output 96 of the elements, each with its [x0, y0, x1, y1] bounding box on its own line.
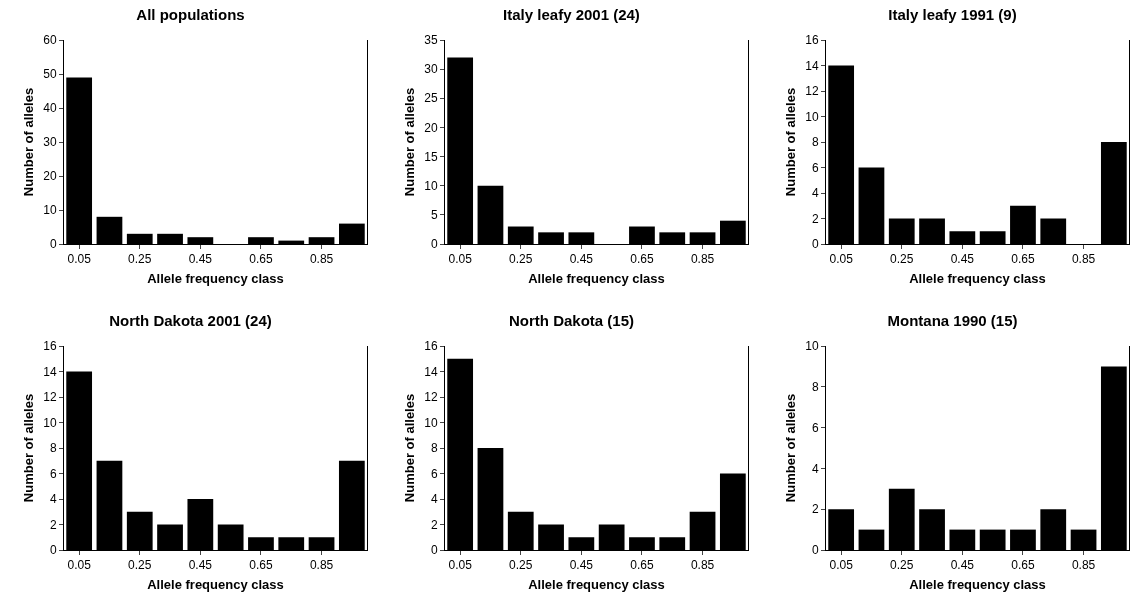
y-tick-label: 6: [811, 420, 819, 435]
x-tick-label: 0.45: [950, 252, 975, 267]
x-axis-title: Allele frequency class: [528, 577, 665, 592]
x-tick-label: 0.85: [690, 558, 715, 573]
y-tick-label: 0: [430, 237, 438, 252]
x-tick-label: 0.25: [509, 252, 533, 267]
x-axis-title: Allele frequency class: [909, 271, 1046, 286]
chart-title: North Dakota 2001 (24): [109, 311, 272, 329]
x-tick-label: 0.65: [1011, 252, 1035, 267]
y-tick-label: 4: [811, 461, 819, 476]
y-tick-label: 2: [811, 211, 819, 226]
y-tick-label: 35: [424, 33, 438, 48]
x-tick-label: 0.25: [128, 252, 152, 267]
y-tick-label: 2: [430, 517, 438, 532]
x-tick-label: 0.45: [188, 558, 213, 573]
y-tick-label: 12: [424, 390, 438, 405]
y-tick-label: 10: [424, 178, 438, 193]
y-tick-label: 0: [49, 237, 57, 252]
x-tick-label: 0.85: [690, 252, 715, 267]
y-tick-label: 15: [424, 149, 438, 164]
y-axis-title: Number of alleles: [783, 393, 799, 503]
y-tick-label: 14: [805, 58, 819, 73]
y-tick-label: 0: [430, 543, 438, 558]
y-tick-label: 16: [43, 339, 57, 354]
x-tick-label: 0.65: [630, 558, 654, 573]
y-tick-label: 20: [43, 169, 57, 184]
x-tick-label: 0.45: [569, 252, 594, 267]
x-tick-label: 0.65: [630, 252, 654, 267]
y-tick-label: 4: [49, 492, 57, 507]
y-tick-label: 50: [43, 67, 57, 82]
y-axis-title: Number of alleles: [21, 87, 37, 197]
y-tick-label: 2: [49, 517, 57, 532]
x-tick-label: 0.85: [1071, 252, 1096, 267]
y-tick-label: 60: [43, 33, 57, 48]
x-axis-title: Allele frequency class: [528, 271, 665, 286]
y-tick-label: 0: [49, 543, 57, 558]
y-tick-label: 4: [811, 186, 819, 201]
y-tick-label: 8: [430, 441, 438, 456]
x-axis-title: Allele frequency class: [147, 271, 284, 286]
y-tick-label: 4: [430, 492, 438, 507]
x-tick-label: 0.05: [448, 558, 473, 573]
x-tick-label: 0.85: [309, 252, 334, 267]
y-tick-label: 30: [43, 135, 57, 150]
x-tick-label: 0.25: [890, 252, 914, 267]
chart-title: Italy leafy 2001 (24): [503, 5, 640, 23]
chart-title: All populations: [136, 5, 245, 23]
y-tick-label: 10: [424, 415, 438, 430]
x-tick-label: 0.25: [890, 558, 914, 573]
y-tick-label: 6: [430, 466, 438, 481]
y-tick-label: 6: [811, 160, 819, 175]
y-axis-title: Number of alleles: [402, 87, 418, 197]
x-tick-label: 0.25: [509, 558, 533, 573]
x-axis-title: Allele frequency class: [147, 577, 284, 592]
x-tick-label: 0.65: [1011, 558, 1035, 573]
x-tick-label: 0.05: [67, 252, 92, 267]
y-axis-title: Number of alleles: [21, 393, 37, 503]
y-tick-label: 10: [805, 339, 819, 354]
y-tick-label: 14: [43, 364, 57, 379]
x-tick-label: 0.05: [67, 558, 92, 573]
y-tick-label: 6: [49, 466, 57, 481]
y-tick-label: 16: [805, 33, 819, 48]
y-axis-title: Number of alleles: [402, 393, 418, 503]
y-tick-label: 10: [805, 109, 819, 124]
y-tick-label: 5: [430, 208, 438, 223]
x-tick-label: 0.85: [1071, 558, 1096, 573]
y-tick-label: 16: [424, 339, 438, 354]
x-tick-label: 0.05: [829, 558, 854, 573]
x-tick-label: 0.45: [569, 558, 594, 573]
y-tick-label: 8: [811, 135, 819, 150]
x-axis-title: Allele frequency class: [909, 577, 1046, 592]
chart-title: Montana 1990 (15): [887, 311, 1018, 329]
x-tick-label: 0.45: [188, 252, 213, 267]
y-tick-label: 10: [43, 203, 57, 218]
x-tick-label: 0.05: [448, 252, 473, 267]
x-tick-label: 0.65: [249, 252, 273, 267]
y-tick-label: 10: [43, 415, 57, 430]
x-tick-label: 0.85: [309, 558, 334, 573]
x-tick-label: 0.65: [249, 558, 273, 573]
y-tick-label: 25: [424, 91, 438, 106]
y-tick-label: 20: [424, 120, 438, 135]
y-tick-label: 12: [805, 84, 819, 99]
y-tick-label: 12: [43, 390, 57, 405]
y-axis-title: Number of alleles: [783, 87, 799, 197]
y-tick-label: 0: [811, 237, 819, 252]
chart-title: North Dakota (15): [508, 311, 635, 329]
y-tick-label: 8: [49, 441, 57, 456]
y-tick-label: 30: [424, 62, 438, 77]
chart-title: Italy leafy 1991 (9): [888, 5, 1017, 23]
y-tick-label: 40: [43, 101, 57, 116]
x-tick-label: 0.25: [128, 558, 152, 573]
y-tick-label: 0: [811, 543, 819, 558]
x-tick-label: 0.45: [950, 558, 975, 573]
y-tick-label: 14: [424, 364, 438, 379]
x-tick-label: 0.05: [829, 252, 854, 267]
y-tick-label: 8: [811, 380, 819, 394]
y-tick-label: 2: [811, 502, 819, 517]
